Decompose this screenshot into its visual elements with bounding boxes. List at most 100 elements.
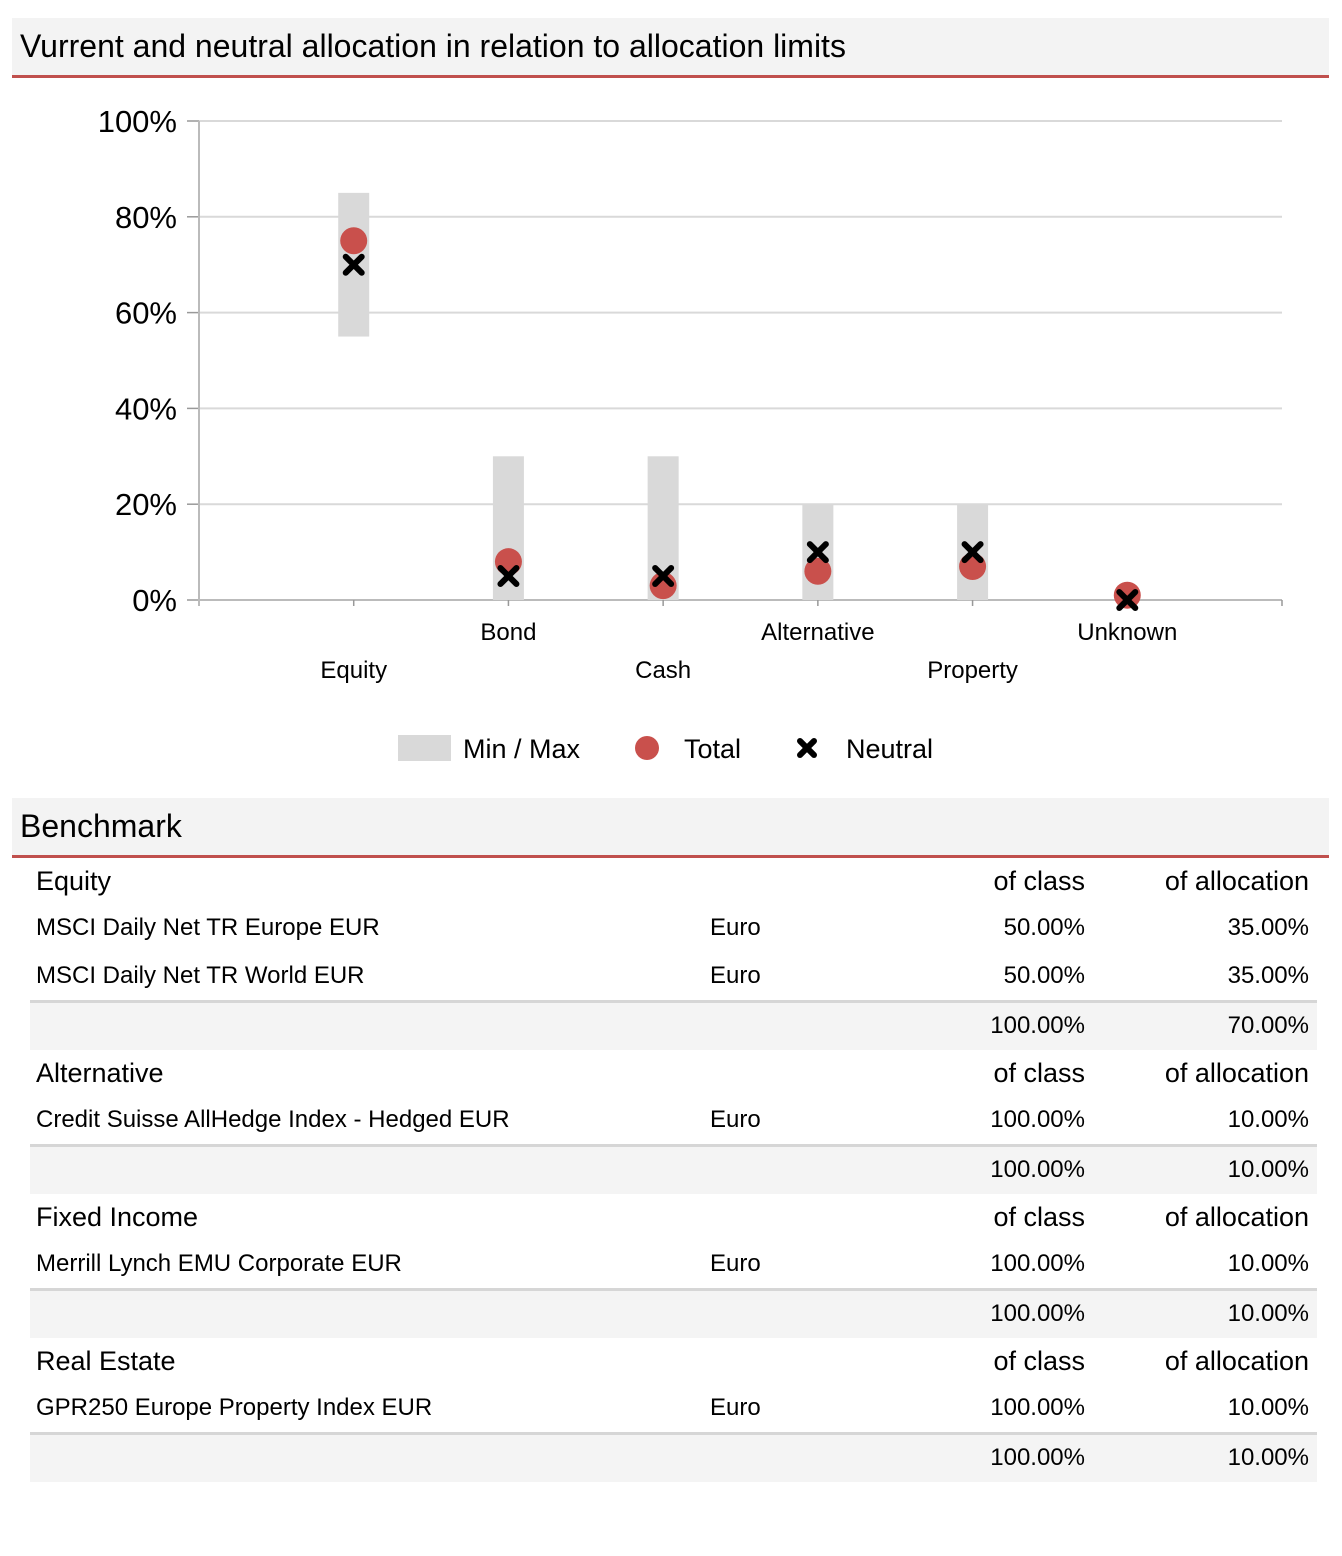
index-name: Merrill Lynch EMU Corporate EUR <box>36 1250 402 1277</box>
total-of-allocation: 70.00% <box>1227 1012 1309 1039</box>
benchmark-title: Benchmark <box>20 808 182 844</box>
total-marker-equity <box>340 227 368 255</box>
total-marker-alternative <box>804 557 832 585</box>
range-bars <box>338 192 989 600</box>
y-tick-label: 60% <box>115 296 177 331</box>
table-row: Merrill Lynch EMU Corporate EUR Euro 100.0… <box>30 1240 1317 1288</box>
col-header-of-class: of class <box>993 1346 1085 1376</box>
y-tick-label: 80% <box>115 200 177 235</box>
chart-legend: Min / Max Total Neutral <box>398 734 933 764</box>
chart-title: Vurrent and neutral allocation in relati… <box>20 28 846 64</box>
table-row: MSCI Daily Net TR World EUR Euro 50.00% 35.… <box>30 952 1317 1000</box>
axis-labels: 0% 20% 40% 60% 80% 100% Equity Bond Cash Alternat… <box>98 104 1178 684</box>
index-name: MSCI Daily Net TR World EUR <box>36 962 365 989</box>
neutral-x-stroke <box>342 253 365 276</box>
neutral-marker-alternative <box>806 541 829 564</box>
chart-section-header: Vurrent and neutral allocation in relati… <box>12 18 1329 78</box>
of-class-value: 100.00% <box>990 1250 1085 1277</box>
legend-total-label: Total <box>684 734 741 764</box>
col-header-of-allocation: of allocation <box>1164 866 1309 896</box>
col-header-of-allocation: of allocation <box>1164 1058 1309 1088</box>
legend-neutral-swatch <box>797 738 817 758</box>
index-name: Credit Suisse AllHedge Index - Hedged EU… <box>36 1106 510 1133</box>
total-of-allocation: 10.00% <box>1227 1300 1309 1327</box>
total-of-class: 100.00% <box>990 1444 1085 1471</box>
of-allocation-value: 10.00% <box>1227 1250 1309 1277</box>
total-marker-bond <box>494 548 522 576</box>
of-allocation-value: 35.00% <box>1227 914 1309 941</box>
index-name: GPR250 Europe Property Index EUR <box>36 1394 433 1421</box>
neutral-marker-equity <box>342 253 365 276</box>
group-total-row: 100.00% 10.00% <box>30 1432 1317 1482</box>
col-header-of-class: of class <box>993 1058 1085 1088</box>
col-header-of-class: of class <box>993 1202 1085 1232</box>
index-name: MSCI Daily Net TR Europe EUR <box>36 914 380 941</box>
x-tick-label: Cash <box>635 657 691 684</box>
currency: Euro <box>710 914 761 941</box>
total-of-class: 100.00% <box>990 1012 1085 1039</box>
total-marker-property <box>959 552 987 580</box>
group-name: Equity <box>36 866 112 896</box>
neutral-x-stroke <box>797 738 817 758</box>
of-allocation-value: 35.00% <box>1227 962 1309 989</box>
group-name: Fixed Income <box>36 1202 199 1232</box>
benchmark-table: Equity of class of allocation MSCI Daily Ne… <box>30 858 1317 1482</box>
legend-total-swatch <box>635 736 659 760</box>
currency: Euro <box>710 962 761 989</box>
col-header-of-allocation: of allocation <box>1164 1202 1309 1232</box>
neutral-marker-unknown <box>1116 589 1139 611</box>
currency: Euro <box>710 1250 761 1277</box>
total-marker-unknown <box>1113 581 1141 609</box>
allocation-chart: 0% 20% 40% 60% 80% 100% Equity Bond Cash Alternat… <box>98 104 1283 764</box>
total-of-allocation: 10.00% <box>1227 1444 1309 1471</box>
legend-minmax-label: Min / Max <box>463 734 581 764</box>
neutral-x-stroke <box>497 565 520 588</box>
x-tick-label: Unknown <box>1077 619 1177 646</box>
x-tick-label: Bond <box>480 619 536 646</box>
of-class-value: 50.00% <box>1003 962 1085 989</box>
x-tick-label: Equity <box>320 657 387 684</box>
neutral-x-stroke <box>652 565 675 588</box>
total-of-class: 100.00% <box>990 1156 1085 1183</box>
group-header: Alternative of class of allocation <box>30 1050 1317 1096</box>
y-tick-label: 100% <box>98 104 177 139</box>
group-total-row: 100.00% 10.00% <box>30 1144 1317 1194</box>
of-allocation-value: 10.00% <box>1227 1394 1309 1421</box>
markers <box>340 227 1141 611</box>
y-tick-label: 20% <box>115 487 177 522</box>
currency: Euro <box>710 1394 761 1421</box>
x-tick-label: Alternative <box>761 619 874 646</box>
neutral-marker-cash <box>652 565 675 588</box>
group-header: Fixed Income of class of allocation <box>30 1194 1317 1240</box>
total-of-class: 100.00% <box>990 1300 1085 1327</box>
of-class-value: 100.00% <box>990 1394 1085 1421</box>
currency: Euro <box>710 1106 761 1133</box>
table-row: MSCI Daily Net TR Europe EUR Euro 50.00% 35… <box>30 904 1317 952</box>
group-name: Alternative <box>36 1058 164 1088</box>
group-total-row: 100.00% 70.00% <box>30 1000 1317 1050</box>
axes <box>187 120 1283 606</box>
benchmark-section-header: Benchmark <box>12 798 1329 858</box>
table-row: Credit Suisse AllHedge Index - Hedged EU… <box>30 1096 1317 1144</box>
group-header: Equity of class of allocation <box>30 858 1317 904</box>
y-tick-label: 40% <box>115 391 177 426</box>
group-name: Real Estate <box>36 1346 176 1376</box>
y-tick-label: 0% <box>132 583 177 618</box>
col-header-of-allocation: of allocation <box>1164 1346 1309 1376</box>
of-class-value: 50.00% <box>1003 914 1085 941</box>
of-allocation-value: 10.00% <box>1227 1106 1309 1133</box>
x-tick-label: Property <box>927 657 1018 684</box>
legend-minmax-swatch <box>398 735 451 761</box>
group-total-row: 100.00% 10.00% <box>30 1288 1317 1338</box>
of-class-value: 100.00% <box>990 1106 1085 1133</box>
neutral-x-stroke <box>961 541 984 564</box>
neutral-marker-property <box>961 541 984 564</box>
neutral-marker-bond <box>497 565 520 588</box>
neutral-x-stroke <box>806 541 829 564</box>
neutral-x-stroke <box>1116 589 1139 611</box>
table-row: GPR250 Europe Property Index EUR Euro 100.… <box>30 1384 1317 1432</box>
legend-neutral-label: Neutral <box>846 734 933 764</box>
total-of-allocation: 10.00% <box>1227 1156 1309 1183</box>
group-header: Real Estate of class of allocation <box>30 1338 1317 1384</box>
grid-lines <box>199 120 1282 506</box>
